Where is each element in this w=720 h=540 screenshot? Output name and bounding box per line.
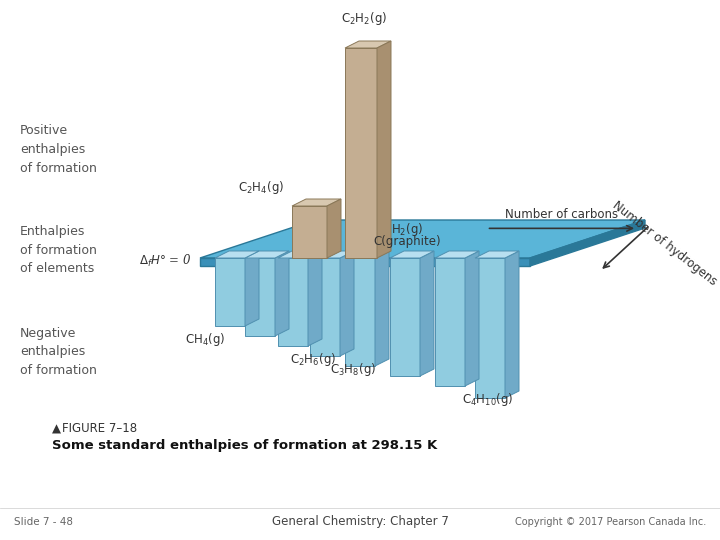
Polygon shape: [390, 258, 420, 376]
Polygon shape: [375, 251, 389, 366]
Text: CH$_4$(g): CH$_4$(g): [185, 331, 225, 348]
Polygon shape: [435, 251, 479, 258]
Polygon shape: [435, 258, 465, 386]
Polygon shape: [345, 251, 389, 258]
Polygon shape: [327, 199, 341, 258]
Text: Number of hydrogens: Number of hydrogens: [611, 198, 719, 288]
Polygon shape: [275, 251, 289, 336]
Polygon shape: [308, 251, 322, 346]
Text: Some standard enthalpies of formation at 298.15 K: Some standard enthalpies of formation at…: [52, 438, 437, 451]
Polygon shape: [215, 258, 245, 326]
Polygon shape: [292, 206, 327, 258]
Polygon shape: [278, 258, 308, 346]
Polygon shape: [505, 251, 519, 398]
Polygon shape: [200, 220, 645, 258]
Polygon shape: [292, 199, 341, 206]
Text: H$_2$(g): H$_2$(g): [391, 221, 423, 238]
Polygon shape: [310, 251, 354, 258]
Text: C$_2$H$_2$(g): C$_2$H$_2$(g): [341, 10, 387, 27]
Polygon shape: [245, 258, 275, 336]
Polygon shape: [390, 251, 434, 258]
Polygon shape: [278, 251, 322, 258]
Text: C$_2$H$_4$(g): C$_2$H$_4$(g): [238, 179, 284, 196]
Text: Enthalpies
of formation
of elements: Enthalpies of formation of elements: [20, 225, 97, 275]
Polygon shape: [377, 41, 391, 258]
Polygon shape: [345, 258, 375, 366]
Text: C(graphite): C(graphite): [374, 235, 441, 248]
Polygon shape: [345, 48, 377, 258]
Text: General Chemistry: Chapter 7: General Chemistry: Chapter 7: [271, 516, 449, 529]
Text: Copyright © 2017 Pearson Canada Inc.: Copyright © 2017 Pearson Canada Inc.: [515, 517, 706, 527]
Polygon shape: [215, 251, 259, 258]
Text: Slide 7 - 48: Slide 7 - 48: [14, 517, 73, 527]
Polygon shape: [465, 251, 479, 386]
Text: Number of carbons: Number of carbons: [505, 208, 618, 221]
Text: C$_4$H$_{10}$(g): C$_4$H$_{10}$(g): [462, 391, 513, 408]
Polygon shape: [530, 220, 645, 266]
Text: ▲: ▲: [52, 422, 61, 435]
Polygon shape: [420, 251, 434, 376]
Polygon shape: [345, 41, 391, 48]
Text: Negative
enthalpies
of formation: Negative enthalpies of formation: [20, 327, 97, 377]
Polygon shape: [310, 258, 340, 356]
Text: $\Delta_f H°$ = 0: $\Delta_f H°$ = 0: [140, 253, 192, 269]
Polygon shape: [475, 258, 505, 398]
Text: FIGURE 7–18: FIGURE 7–18: [62, 422, 137, 435]
Polygon shape: [245, 251, 259, 326]
Text: Positive
enthalpies
of formation: Positive enthalpies of formation: [20, 125, 97, 176]
Polygon shape: [200, 258, 530, 266]
Text: C$_3$H$_8$(g): C$_3$H$_8$(g): [330, 361, 376, 378]
Polygon shape: [475, 251, 519, 258]
Text: C$_2$H$_6$(g): C$_2$H$_6$(g): [290, 351, 336, 368]
Polygon shape: [340, 251, 354, 356]
Polygon shape: [245, 251, 289, 258]
